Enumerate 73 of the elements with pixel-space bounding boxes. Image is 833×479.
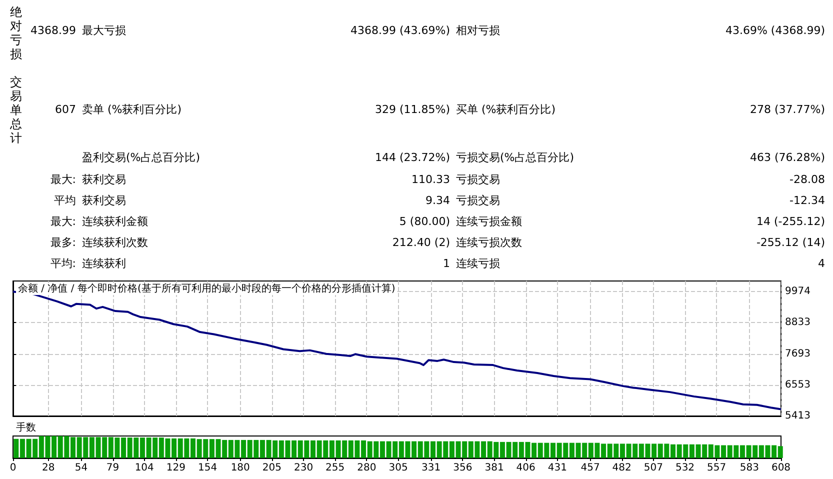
x-tick-label: 28 xyxy=(42,462,55,474)
x-tick-label: 255 xyxy=(326,462,345,474)
y-tick-label: 7693 xyxy=(785,348,810,360)
text: 1 xyxy=(443,257,450,271)
text: 144 (23.72%) xyxy=(374,151,450,165)
text: 获利交易 xyxy=(82,173,126,187)
text: 连续亏损 xyxy=(456,257,500,271)
chart-title: 手数 xyxy=(16,422,36,434)
x-tick-label: 331 xyxy=(422,462,441,474)
text: 9.34 xyxy=(426,194,450,208)
text: 4368.99 (43.69%) xyxy=(350,24,450,38)
y-tick-label: 8833 xyxy=(785,317,810,328)
x-tick-label: 406 xyxy=(516,462,536,474)
text: 获利交易 xyxy=(82,194,126,208)
x-tick-label: 230 xyxy=(294,462,314,474)
x-tick-label: 381 xyxy=(484,462,504,474)
text: 连续亏损次数 xyxy=(456,236,522,250)
text: 亏损交易 xyxy=(456,173,500,187)
x-tick-label: 205 xyxy=(262,462,282,474)
x-tick-label: 129 xyxy=(166,462,186,474)
y-tick-label: 9974 xyxy=(785,286,810,298)
y-tick-label: 5413 xyxy=(785,410,810,422)
x-tick-label: 557 xyxy=(707,462,726,474)
text: 110.33 xyxy=(412,173,450,187)
text: -12.34 xyxy=(790,194,825,208)
x-tick-label: 583 xyxy=(740,462,759,474)
text: 连续亏损金额 xyxy=(456,215,522,229)
x-tick-label: 457 xyxy=(580,462,600,474)
x-tick-label: 0 xyxy=(10,462,16,474)
x-tick-label: 305 xyxy=(388,462,408,474)
text: 连续获利 xyxy=(82,257,126,271)
text: -255.12 (14) xyxy=(756,236,825,250)
text: 最大: xyxy=(50,173,76,187)
text: 平均 xyxy=(54,194,76,208)
text: 买单 (%获利百分比) xyxy=(456,103,556,117)
text: 607 xyxy=(55,103,76,117)
x-tick-label: 79 xyxy=(106,462,120,474)
x-tick-label: 104 xyxy=(134,462,154,474)
x-tick-label: 280 xyxy=(357,462,376,474)
text: 相对亏损 xyxy=(456,24,500,38)
text: 最大亏损 xyxy=(82,24,126,38)
text: 绝对亏损 xyxy=(10,5,23,61)
text: 463 (76.28%) xyxy=(750,151,825,165)
x-tick-label: 532 xyxy=(675,462,695,474)
text: 连续获利次数 xyxy=(82,236,148,250)
x-tick-label: 507 xyxy=(644,462,663,474)
x-tick-label: 54 xyxy=(74,462,88,474)
text: 交易单总计 xyxy=(10,75,23,145)
text: 43.69% (4368.99) xyxy=(725,24,825,38)
text: 平均: xyxy=(50,257,76,271)
x-tick-label: 608 xyxy=(771,462,791,474)
text: 14 (-255.12) xyxy=(756,215,825,229)
text: 卖单 (%获利百分比) xyxy=(82,103,182,117)
text: 亏损交易(%占总百分比) xyxy=(456,151,574,165)
text: 4368.99 xyxy=(30,24,76,38)
text: 连续获利金额 xyxy=(82,215,148,229)
chart-title: 余额 / 净值 / 每个即时价格(基于所有可利用的最小时段的每一个价格的分形插值计算) xyxy=(18,282,396,294)
x-tick-label: 180 xyxy=(230,462,250,474)
y-tick-label: 6553 xyxy=(785,379,810,390)
x-tick-label: 482 xyxy=(612,462,632,474)
x-tick-label: 154 xyxy=(198,462,218,474)
text: 盈利交易(%占总百分比) xyxy=(82,151,200,165)
text: -28.08 xyxy=(790,173,825,187)
text: 4 xyxy=(818,257,825,271)
text: 最多: xyxy=(50,236,76,250)
x-tick-label: 356 xyxy=(453,462,472,474)
text: 212.40 (2) xyxy=(392,236,450,250)
x-tick-label: 431 xyxy=(548,462,567,474)
text: 278 (37.77%) xyxy=(750,103,825,117)
text: 5 (80.00) xyxy=(399,215,450,229)
text: 329 (11.85%) xyxy=(374,103,450,117)
text: 最大: xyxy=(50,215,76,229)
text: 亏损交易 xyxy=(456,194,500,208)
